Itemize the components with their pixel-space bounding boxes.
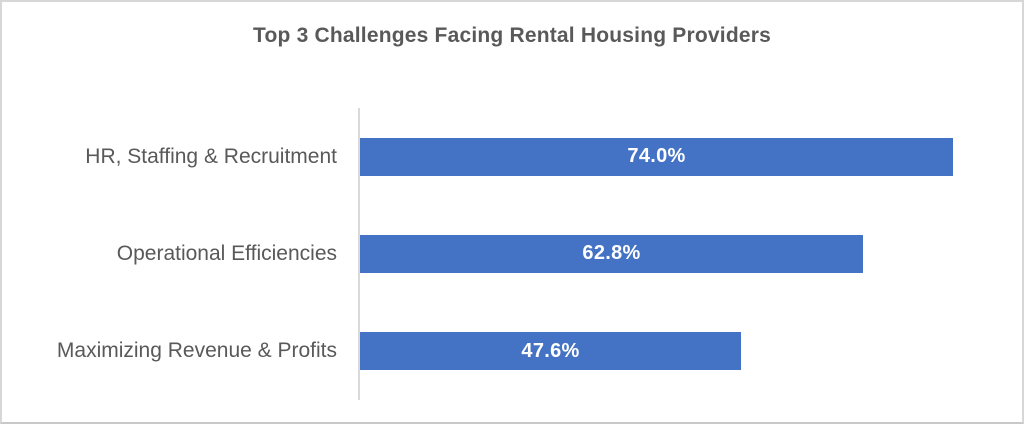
value-label: 74.0%: [627, 145, 686, 168]
value-label: 47.6%: [521, 339, 580, 362]
category-label: Operational Efficiencies: [116, 241, 337, 265]
bar-row: 62.8%: [358, 205, 1022, 302]
category-label: HR, Staffing & Recruitment: [85, 144, 337, 168]
plot-area: HR, Staffing & Recruitment Operational Ef…: [2, 108, 1022, 400]
value-label: 62.8%: [582, 242, 641, 265]
category-label: Maximizing Revenue & Profits: [56, 339, 337, 363]
bar-row: 74.0%: [358, 108, 1022, 205]
category-labels-column: HR, Staffing & Recruitment Operational Ef…: [2, 108, 358, 400]
bar: 47.6%: [360, 332, 741, 371]
bar-row: 47.6%: [358, 303, 1022, 400]
bars-column: 74.0% 62.8% 47.6%: [358, 108, 1022, 400]
chart-title: Top 3 Challenges Facing Rental Housing P…: [253, 24, 771, 47]
bar: 62.8%: [360, 234, 863, 273]
bar: 74.0%: [360, 137, 953, 176]
y-axis-line: [358, 108, 360, 400]
